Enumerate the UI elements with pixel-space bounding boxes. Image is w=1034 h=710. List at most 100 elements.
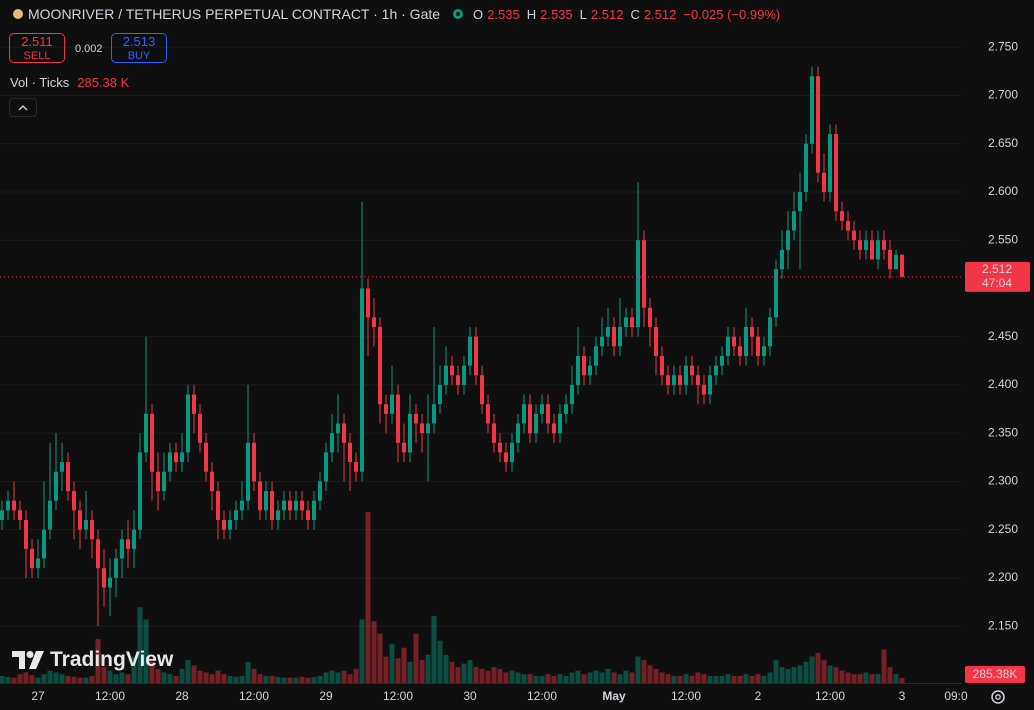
volume-bar <box>365 512 371 683</box>
y-tick-label: 2.600 <box>988 184 1018 198</box>
sell-button[interactable]: 2.511 SELL <box>9 33 65 63</box>
volume-bar <box>317 675 323 683</box>
volume-bar <box>401 647 407 683</box>
volume-bar <box>707 675 713 683</box>
candle-body <box>756 336 760 356</box>
candle-body <box>360 288 364 472</box>
collapse-button[interactable] <box>9 98 37 117</box>
volume-bar <box>833 667 839 683</box>
volume-bar <box>179 668 185 683</box>
candle-body <box>678 375 682 385</box>
candle-body <box>180 452 184 463</box>
volume-bar <box>431 616 437 683</box>
volume-bar <box>83 677 89 683</box>
volume-bar <box>95 638 101 683</box>
candle-body <box>102 568 106 588</box>
volume-bar <box>665 674 671 683</box>
candle-body <box>468 336 472 366</box>
buy-price: 2.513 <box>122 34 156 49</box>
candle-body <box>222 519 226 530</box>
candle-body <box>684 365 688 385</box>
volume-bar <box>449 661 455 683</box>
x-tick-label: 12:00 <box>527 689 557 703</box>
candle-body <box>204 442 208 472</box>
watermark-logo <box>12 651 44 669</box>
ohlc-label: O <box>473 6 484 22</box>
volume-bar <box>143 619 149 683</box>
candle-body <box>570 384 574 405</box>
volume-bar <box>617 674 623 683</box>
candle-body <box>132 529 136 549</box>
ohlc-value: 2.512 <box>590 6 624 22</box>
candle-body <box>84 519 88 530</box>
candle-body <box>528 404 532 434</box>
candle-body <box>138 452 142 530</box>
volume-bar <box>863 672 869 683</box>
x-tick-label: 28 <box>175 689 189 703</box>
candle-body <box>720 355 724 366</box>
volume-tag <box>965 666 1025 683</box>
volume-bar <box>713 675 719 683</box>
sell-label: SELL <box>23 50 51 62</box>
candle-body <box>126 539 130 549</box>
volume-bar <box>245 661 251 683</box>
volume-bar <box>347 674 353 683</box>
volume-bar <box>29 675 35 683</box>
candle-body <box>600 336 604 347</box>
volume-bar <box>149 661 155 683</box>
volume-bar <box>161 672 167 683</box>
volume-bar <box>533 675 539 683</box>
candle-body <box>648 307 652 328</box>
volume-bar <box>407 661 413 683</box>
volume-bar <box>107 670 113 683</box>
volume-bar <box>797 665 803 683</box>
x-tick-label: 12:00 <box>815 689 845 703</box>
volume-value: 285.38 K <box>77 75 130 90</box>
candle-body <box>162 471 166 492</box>
candle-body <box>672 375 676 385</box>
candle-body <box>582 355 586 376</box>
volume-bar <box>809 656 815 683</box>
volume-bar <box>623 670 629 683</box>
volume-bar <box>359 619 365 683</box>
volume-bar <box>47 670 53 683</box>
candle-body <box>702 384 706 395</box>
volume-bar <box>239 675 245 683</box>
volume-bar <box>329 670 335 683</box>
settings-icon[interactable] <box>991 690 1005 704</box>
candle-body <box>336 423 340 434</box>
candle-body <box>210 471 214 492</box>
candle-body <box>732 336 736 347</box>
candle-body <box>300 500 304 511</box>
candle-body <box>594 346 598 366</box>
candle-body <box>798 191 802 212</box>
volume-bar <box>869 674 875 683</box>
volume-bar <box>377 633 383 683</box>
y-tick-label: 2.650 <box>988 136 1018 150</box>
candle-body <box>318 481 322 501</box>
volume-bar <box>131 656 137 683</box>
candle-body <box>714 365 718 376</box>
candle-body <box>816 76 820 173</box>
candle-body <box>576 355 580 385</box>
volume-bar <box>41 674 47 683</box>
volume-bar <box>557 674 563 683</box>
candle-body <box>534 413 538 434</box>
buy-button[interactable]: 2.513 BUY <box>111 33 167 63</box>
chevron-icon <box>18 105 28 111</box>
volume-bar <box>647 665 653 683</box>
candle-body <box>786 230 790 250</box>
volume-bar <box>419 660 425 683</box>
candle-body <box>156 471 160 492</box>
volume-bar <box>569 672 575 683</box>
candle-body <box>144 413 148 453</box>
candle-body <box>726 336 730 356</box>
volume-bar <box>17 674 23 683</box>
candle-body <box>894 254 898 270</box>
candle-body <box>312 500 316 520</box>
volume-bar <box>257 674 263 683</box>
candle-body <box>78 510 82 530</box>
legend: MOONRIVER / TETHERUS PERPETUAL CONTRACT … <box>12 6 780 22</box>
volume-bar <box>185 660 191 683</box>
candle-body <box>762 346 766 356</box>
